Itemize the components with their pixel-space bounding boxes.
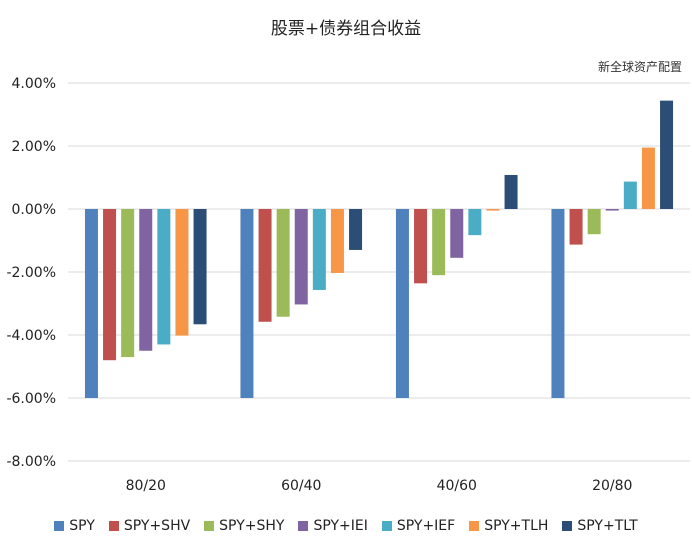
bar-spy-tlt-60-40: [349, 209, 363, 250]
bar-spy-60-40: [240, 209, 254, 398]
y-tick-label: 2.00%: [12, 139, 56, 155]
legend-swatch: [381, 521, 392, 531]
bar-spy-40-60: [395, 209, 409, 398]
bar-spy-shy-40-60: [432, 209, 446, 276]
x-tick-label: 20/80: [592, 478, 632, 494]
bar-spy-80-20: [84, 209, 98, 398]
y-tick-label: -6.00%: [6, 391, 56, 407]
y-tick-label: 0.00%: [12, 202, 56, 218]
bar-spy-tlt-40-60: [504, 174, 518, 209]
legend-label: SPY: [69, 518, 95, 534]
legend-swatch: [469, 521, 480, 531]
bar-spy-shy-20-80: [587, 209, 601, 235]
legend-item: SPY+TLH: [469, 518, 548, 534]
legend-swatch: [108, 521, 119, 531]
x-tick-label: 40/60: [437, 478, 477, 494]
legend-swatch: [562, 521, 573, 531]
bar-spy-tlt-80-20: [193, 209, 207, 325]
bar-spy-tlh-40-60: [486, 209, 500, 211]
bar-spy-ief-80-20: [157, 209, 171, 345]
bar-spy-20-80: [551, 209, 565, 398]
chart-title: 股票+债券组合收益: [270, 19, 422, 39]
y-tick-label: -4.00%: [6, 328, 56, 344]
x-tick-label: 80/20: [126, 478, 166, 494]
legend-label: SPY+TLH: [484, 518, 549, 534]
bar-spy-shy-60-40: [276, 209, 290, 317]
bar-spy-shy-80-20: [121, 209, 135, 358]
legend-label: SPY+SHY: [219, 518, 285, 534]
bar-spy-shv-20-80: [569, 209, 583, 245]
x-tick-label: 60/40: [281, 478, 321, 494]
legend-item: SPY+IEF: [381, 518, 456, 534]
legend-item: SPY+IEI: [298, 518, 368, 534]
bar-spy-tlh-60-40: [330, 209, 344, 273]
bar-spy-shv-40-60: [414, 209, 428, 284]
bar-spy-iei-80-20: [139, 209, 153, 351]
bar-spy-tlh-80-20: [175, 209, 189, 336]
legend-item: SPY+SHV: [108, 518, 191, 534]
watermark-text: 新全球资产配置: [597, 60, 682, 74]
bar-spy-iei-20-80: [605, 209, 619, 211]
y-tick-label: -2.00%: [6, 265, 56, 281]
legend-item: SPY+SHY: [204, 518, 284, 534]
y-tick-label: -8.00%: [6, 454, 56, 470]
legend-item: SPY: [54, 518, 95, 534]
bar-spy-ief-20-80: [623, 181, 637, 209]
legend-label: SPY+IEI: [313, 518, 368, 534]
legend-swatch: [54, 521, 65, 531]
legend-swatch: [298, 521, 309, 531]
legend-label: SPY+TLT: [577, 518, 638, 534]
legend-item: SPY+TLT: [562, 518, 638, 534]
bar-spy-iei-40-60: [450, 209, 464, 258]
chart-legend: SPY SPY+SHV SPY+SHY SPY+IEI SPY+IEF SPY+TLH SP…: [0, 518, 692, 534]
legend-label: SPY+SHV: [123, 518, 191, 534]
bar-spy-shv-80-20: [103, 209, 117, 361]
bar-spy-ief-60-40: [312, 209, 326, 290]
bar-spy-tlt-20-80: [660, 100, 674, 209]
bar-spy-iei-60-40: [294, 209, 308, 305]
legend-label: SPY+IEF: [396, 518, 456, 534]
legend-swatch: [204, 521, 215, 531]
y-tick-label: 4.00%: [12, 76, 56, 92]
bar-spy-tlh-20-80: [641, 147, 655, 209]
bar-spy-shv-60-40: [258, 209, 272, 322]
bar-spy-ief-40-60: [468, 209, 482, 236]
